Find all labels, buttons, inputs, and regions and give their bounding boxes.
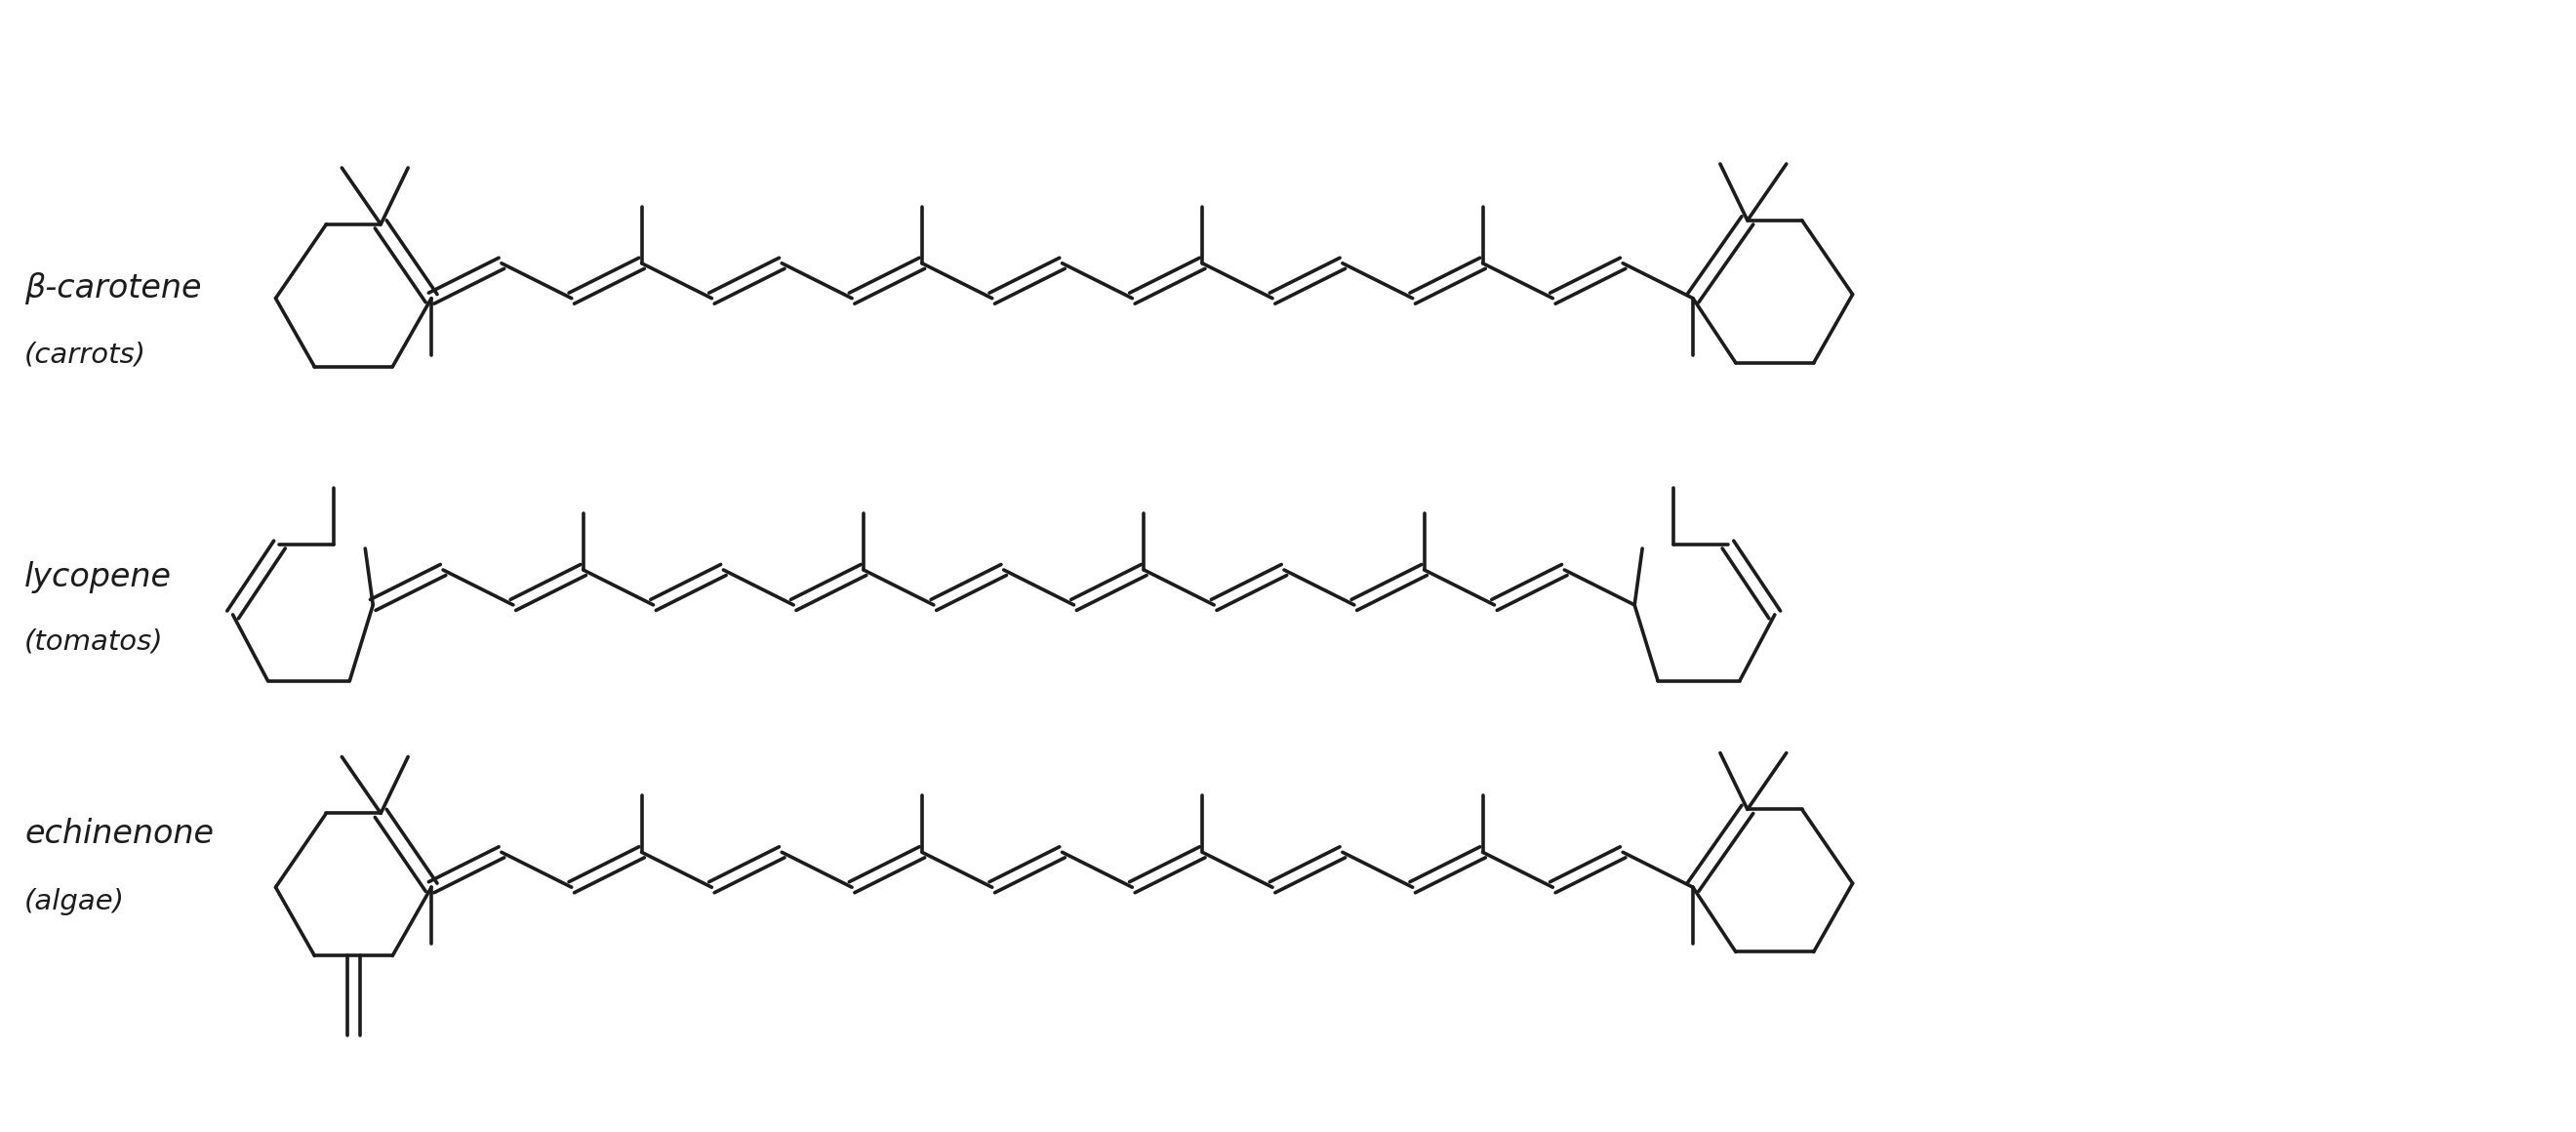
Text: (tomatos): (tomatos) — [26, 628, 165, 655]
Text: (carrots): (carrots) — [26, 341, 147, 368]
Text: lycopene: lycopene — [26, 561, 173, 594]
Text: (algae): (algae) — [26, 889, 126, 916]
Text: β-carotene: β-carotene — [26, 273, 201, 305]
Text: echinenone: echinenone — [26, 817, 214, 850]
